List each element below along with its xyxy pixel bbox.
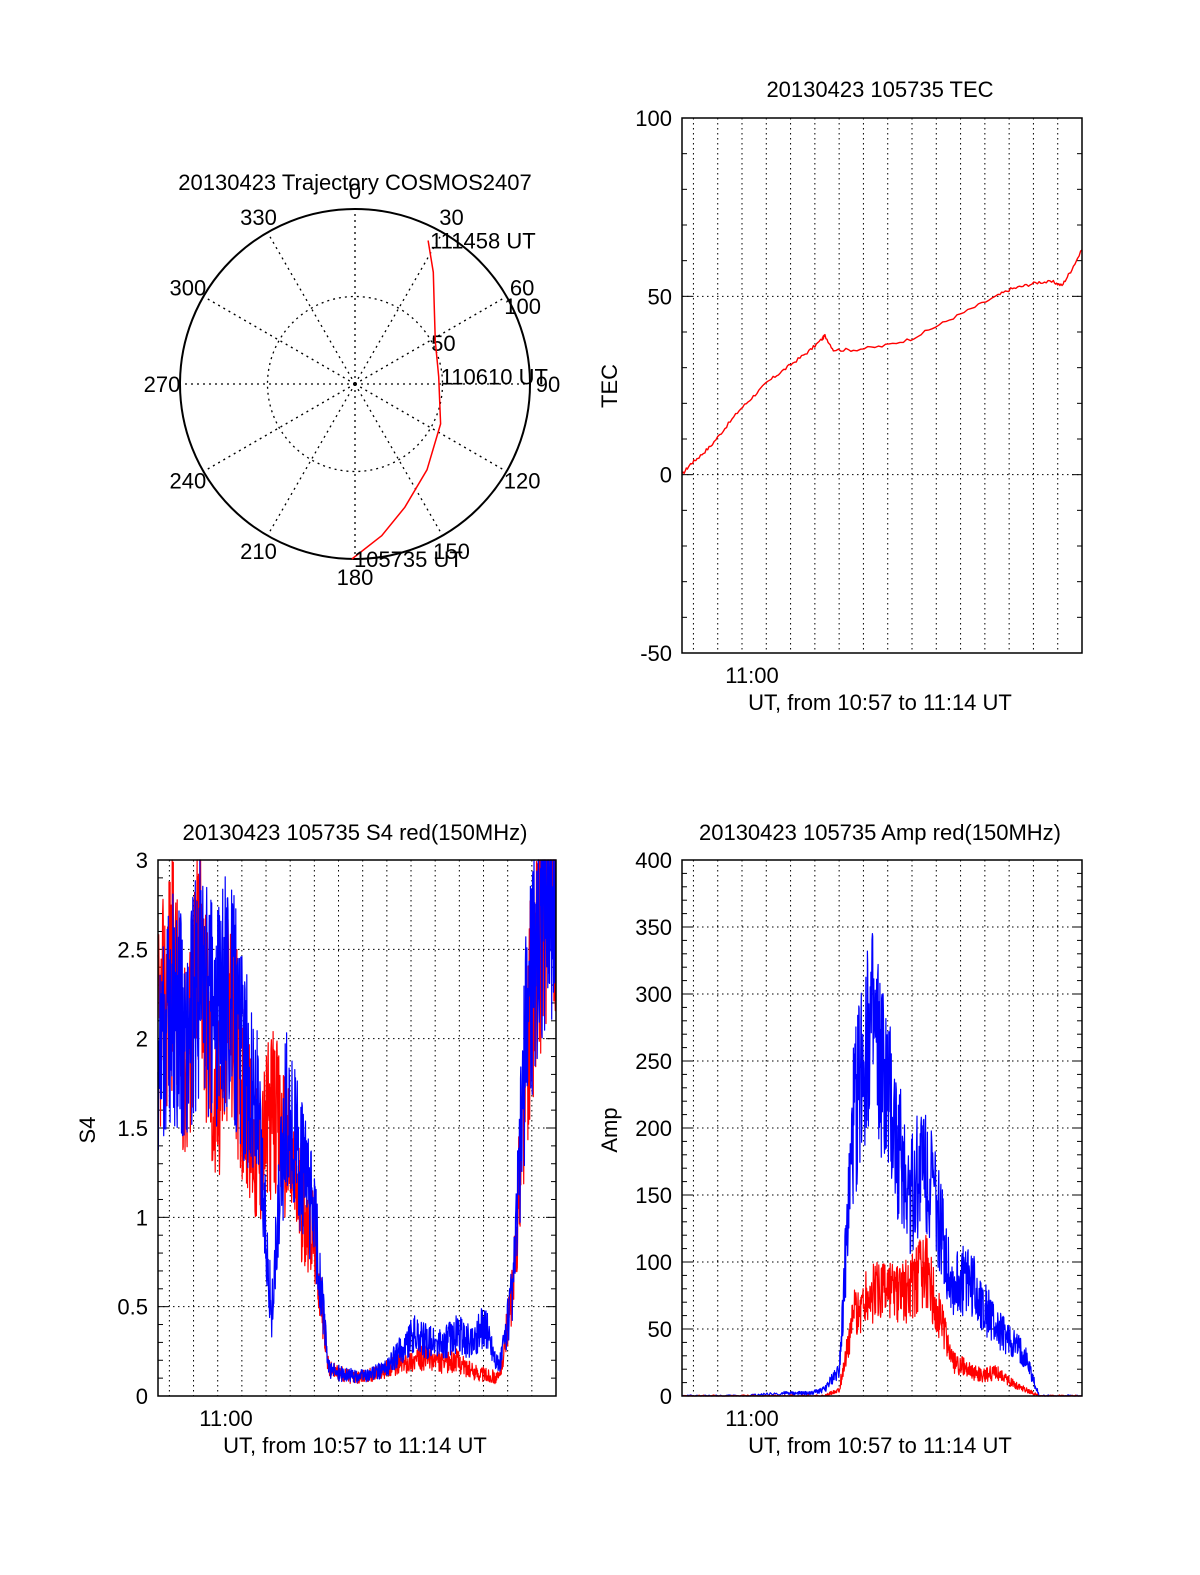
s4-xtick-label: 11:00 [199,1406,252,1431]
polar-angle-label: 300 [169,276,206,301]
polar-spoke [354,383,507,473]
ytick-label: 0 [660,1384,672,1409]
polar-trajectory [351,240,442,560]
s4-xlabel: UT, from 10:57 to 11:14 UT [223,1433,487,1458]
polar-spoke [354,232,444,385]
ytick-label: 350 [635,915,672,940]
polar-spoke [354,383,444,536]
polar-time-annotation: 105735 UT [354,547,463,572]
ytick-label: 150 [635,1183,672,1208]
panel-3-plot: 0 50 100 150 200 250 300 350 400 [635,848,1083,1409]
polar-angle-label: 0 [349,179,361,204]
panel-2-plot: 0 0.5 1 1.5 2 2.5 3 [117,848,557,1409]
polar-angle-label: 180 [337,565,374,590]
ytick-label: -50 [640,641,672,666]
polar-angle-label: 30 [439,205,463,230]
ytick-label: 100 [635,106,672,131]
panel-1-plot: -50 0 50 100 [635,106,1083,666]
plot-frame [681,117,1083,654]
amp-xlabel: UT, from 10:57 to 11:14 UT [748,1433,1012,1458]
polar-trajectory-plot: 20130423 Trajectory COSMOS2407 0 30 60 90 12… [144,170,561,590]
polar-angle-label: 90 [536,372,560,397]
polar-time-annotation: 111458 UT [430,229,536,254]
polar-angle-label: 150 [433,539,470,564]
polar-angle-labels: 0 30 60 90 120 150 180 210 240 270 300 330 [144,179,561,590]
ytick-label: 300 [635,982,672,1007]
ytick-label: 50 [648,1317,672,1342]
amp-panel: 20130423 105735 Amp red(150MHz) UT, from… [597,820,1061,1458]
ytick-label: 2 [136,1027,148,1052]
polar-angle-label: 270 [144,372,181,397]
tec-xlabel: UT, from 10:57 to 11:14 UT [748,690,1012,715]
polar-grid [179,208,531,560]
amp-title: 20130423 105735 Amp red(150MHz) [699,820,1061,845]
ytick-label: 3 [136,848,148,873]
ytick-label: 0 [136,1384,148,1409]
ytick-label: 250 [635,1049,672,1074]
ytick-label: 50 [648,284,672,309]
amp-xtick-label: 11:00 [725,1406,778,1431]
series-line-0 [681,933,1083,1397]
s4-title: 20130423 105735 S4 red(150MHz) [183,820,528,845]
polar-spoke [203,383,356,473]
ytick-label: 2.5 [117,937,148,962]
polar-spoke [266,383,356,536]
ytick-label: 100 [635,1250,672,1275]
ytick-label: 1.5 [117,1116,148,1141]
polar-title: 20130423 Trajectory COSMOS2407 [178,170,531,195]
series-line-0 [681,249,1083,475]
polar-inner-ring [266,295,444,473]
polar-angle-label: 60 [510,276,534,301]
polar-angle-label: 210 [240,539,277,564]
ytick-label: 0 [660,463,672,488]
s4-panel: 20130423 105735 S4 red(150MHz) UT, from … [75,820,527,1458]
tec-title: 20130423 105735 TEC [766,77,993,102]
polar-spoke [354,295,507,385]
polar-angle-label: 330 [240,205,277,230]
tec-ylabel: TEC [597,364,622,408]
tec-panel: 20130423 105735 TEC UT, from 10:57 to 11… [597,77,1012,715]
amp-ylabel: Amp [597,1107,622,1152]
ytick-label: 1 [136,1205,148,1230]
ytick-label: 0.5 [117,1295,148,1320]
plot-frame [157,859,557,1397]
polar-trajectory-line [351,240,442,560]
ytick-label: 400 [635,848,672,873]
tec-xtick-label: 11:00 [725,663,778,688]
polar-spoke [203,295,356,385]
polar-time-annotation: 110610 UT [441,365,548,390]
polar-radial-label: 100 [504,294,541,319]
series-line-1 [157,859,557,1384]
polar-angle-label: 240 [169,469,206,494]
polar-annotations: 105735 UT 110610 UT 111458 UT [354,229,548,572]
plot-frame [681,859,1083,1397]
polar-spoke [266,232,356,385]
polar-angle-label: 120 [504,469,541,494]
ytick-label: 200 [635,1116,672,1141]
s4-ylabel: S4 [75,1117,100,1144]
